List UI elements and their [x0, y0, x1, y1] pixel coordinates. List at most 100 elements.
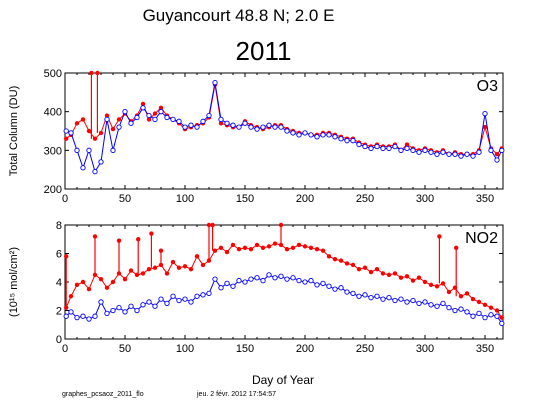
- data-point: [338, 258, 344, 263]
- data-point: [470, 313, 476, 319]
- x-tick-label: 250: [356, 343, 374, 355]
- data-point: [218, 245, 224, 250]
- data-point: [446, 304, 452, 311]
- data-point: [290, 130, 296, 136]
- data-point: [86, 128, 92, 134]
- data-point: [290, 275, 296, 281]
- data-point: [302, 279, 308, 285]
- data-point: [380, 271, 386, 276]
- data-point: [242, 279, 248, 285]
- data-point: [302, 244, 308, 249]
- series-blue: [63, 272, 505, 326]
- data-point: [470, 296, 476, 302]
- data-point: [434, 151, 440, 157]
- data-point: [362, 143, 368, 150]
- data-point: [416, 300, 422, 307]
- data-point: [68, 130, 74, 136]
- data-point: [140, 105, 146, 111]
- data-point: [110, 147, 116, 153]
- year-title: 2011: [235, 36, 292, 66]
- data-point: [374, 266, 380, 272]
- panel-label: O3: [477, 78, 498, 95]
- panel-label: NO2: [465, 230, 498, 247]
- x-tick-label: 100: [176, 343, 194, 355]
- data-point: [74, 147, 80, 153]
- data-point: [404, 145, 410, 152]
- data-point: [392, 297, 398, 304]
- data-point: [308, 132, 314, 138]
- data-point: [260, 245, 266, 250]
- data-point: [488, 305, 494, 310]
- y-tick-label: 200: [44, 184, 62, 196]
- data-point: [242, 120, 248, 126]
- data-point: [122, 309, 128, 315]
- data-point: [290, 245, 296, 250]
- data-point: [380, 296, 386, 302]
- data-point: [446, 289, 452, 295]
- data-point: [248, 276, 254, 282]
- data-point: [152, 265, 158, 270]
- data-point: [422, 147, 428, 153]
- data-point: [146, 299, 152, 305]
- x-tick-label: 100: [176, 193, 194, 205]
- data-point: [248, 247, 254, 252]
- data-point: [284, 128, 290, 134]
- data-point: [422, 299, 428, 305]
- data-point: [386, 295, 392, 301]
- data-point: [464, 309, 470, 315]
- data-point: [398, 296, 404, 302]
- data-point: [194, 124, 200, 130]
- data-point: [278, 273, 284, 279]
- data-point: [182, 296, 188, 302]
- data-point: [152, 111, 158, 116]
- data-point: [332, 134, 338, 140]
- data-point: [410, 278, 416, 283]
- data-point: [260, 277, 266, 284]
- data-point: [476, 149, 482, 155]
- data-point: [284, 247, 290, 252]
- no2-panel: 0 50 100 150 200 250 300 350 0 2 4 6 8 (10¹⁵ mol/cm²)…: [8, 220, 505, 355]
- data-point: [452, 151, 458, 157]
- o3-panel: 0 50 100 150 200 250 300 350 200 300 400 500 Total C…: [8, 68, 505, 205]
- data-point: [404, 274, 410, 279]
- x-tick-label: 50: [119, 193, 131, 205]
- data-point: [482, 314, 488, 321]
- data-point: [116, 271, 122, 276]
- y-axis-label: Total Column (DU): [8, 86, 20, 176]
- data-point: [224, 280, 230, 287]
- data-point: [110, 307, 116, 314]
- data-point: [476, 310, 482, 316]
- data-point: [278, 124, 284, 130]
- spike-point: [95, 70, 100, 76]
- data-point: [242, 245, 248, 250]
- x-axis-label: Day of Year: [252, 373, 314, 387]
- data-point: [134, 114, 140, 121]
- spike-point: [454, 245, 459, 250]
- x-tick-label: 150: [236, 193, 254, 205]
- y-tick-label: 4: [56, 277, 62, 289]
- data-point: [314, 247, 320, 252]
- data-point: [63, 128, 69, 134]
- data-point: [182, 124, 188, 130]
- data-point: [200, 262, 206, 268]
- data-point: [302, 130, 308, 136]
- data-point: [350, 290, 356, 297]
- data-point: [344, 289, 350, 295]
- data-point: [320, 132, 326, 138]
- data-point: [434, 303, 440, 309]
- y-tick-label: 500: [44, 68, 62, 80]
- data-point: [494, 157, 500, 163]
- data-point: [188, 122, 194, 128]
- data-point: [499, 315, 504, 320]
- data-point: [440, 149, 446, 155]
- data-point: [224, 120, 230, 126]
- data-point: [98, 299, 104, 305]
- data-point: [494, 308, 500, 313]
- data-point: [344, 138, 350, 144]
- data-point: [158, 109, 164, 115]
- y-tick-label: 300: [44, 145, 62, 157]
- data-point: [68, 294, 74, 299]
- data-point: [218, 116, 224, 123]
- station-title: Guyancourt 48.8 N; 2.0 E: [142, 6, 335, 25]
- data-point: [170, 116, 176, 123]
